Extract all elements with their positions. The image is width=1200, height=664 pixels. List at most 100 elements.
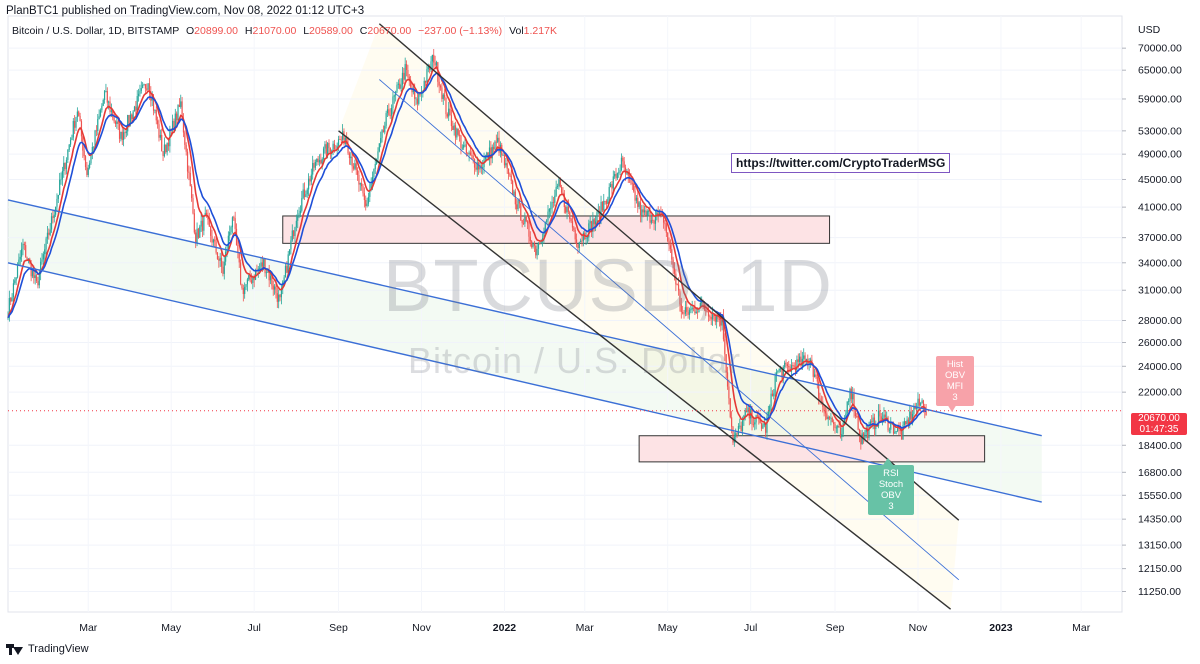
candle-body	[244, 286, 246, 294]
candle-body	[310, 174, 312, 182]
candle-body	[698, 308, 700, 313]
candle-body	[771, 393, 774, 397]
ma-slow-line	[7, 71, 927, 429]
candle-body	[35, 275, 38, 281]
candle-body	[105, 91, 107, 92]
candle-body	[37, 280, 39, 286]
candle-body	[52, 216, 54, 218]
candle-body	[339, 139, 341, 141]
candle-body	[886, 417, 888, 419]
candle-body	[157, 120, 159, 125]
candle-body	[720, 319, 722, 326]
candle-body	[131, 114, 133, 120]
candle-body	[453, 125, 455, 130]
twitter-link-annotation[interactable]: https://twitter.com/CryptoTraderMSG	[731, 153, 951, 173]
candle-body	[634, 191, 636, 201]
candle-body	[788, 366, 790, 368]
candle-body	[120, 131, 122, 139]
candle-body	[691, 307, 693, 310]
candle-body	[911, 413, 914, 420]
candle-body	[592, 219, 594, 232]
candle-body	[8, 298, 10, 318]
candle-body	[623, 161, 625, 168]
candle-body	[486, 152, 488, 158]
x-tick-label: Sep	[329, 622, 348, 634]
candle-body	[415, 98, 417, 100]
candle-body	[218, 259, 220, 261]
candle-body	[505, 163, 507, 166]
candle-body	[471, 154, 473, 156]
candle-body	[762, 425, 764, 429]
candle-body	[238, 252, 240, 263]
candle-body	[284, 266, 287, 278]
candle-body	[86, 167, 88, 175]
candle-body	[91, 146, 93, 155]
candle-body	[392, 96, 394, 108]
candle-body	[721, 315, 723, 326]
candle-body	[608, 187, 610, 199]
note-rsi-line: OBV	[880, 490, 902, 501]
candle-body	[48, 232, 50, 235]
candle-body	[226, 249, 228, 252]
candle-body	[299, 210, 302, 214]
candle-body	[615, 174, 617, 179]
candle-body	[408, 76, 410, 80]
note-hist-pointer	[947, 404, 957, 412]
candle-body	[828, 417, 831, 419]
candle-body	[42, 254, 44, 260]
candle-body	[550, 208, 552, 210]
note-rsi-stoch-obv[interactable]: RSI Stoch OBV 3	[868, 465, 914, 515]
change-value: −237.00 (−1.13%)	[418, 25, 503, 37]
candle-body	[645, 210, 647, 216]
candle-body	[842, 422, 844, 434]
candle-body	[494, 141, 496, 150]
candle-body	[272, 285, 274, 290]
x-tick-label: 2023	[989, 622, 1013, 634]
note-rsi-line: 3	[888, 501, 894, 512]
candle-body	[781, 368, 783, 378]
candle-body	[416, 98, 419, 104]
footer: TradingView	[6, 643, 89, 655]
candle-body	[354, 163, 356, 169]
candle-body	[306, 189, 308, 195]
y-tick-label: 15550.00	[1138, 490, 1182, 502]
candle-body	[690, 309, 692, 311]
candle-body	[839, 427, 842, 438]
candle-body	[362, 186, 364, 194]
candle-body	[488, 147, 491, 160]
candle-body	[875, 425, 877, 430]
candle-body	[343, 131, 345, 144]
candle-body	[766, 416, 768, 433]
candle-body	[484, 157, 487, 160]
candle-body	[7, 317, 9, 319]
candle-body	[663, 213, 665, 223]
candle-body	[857, 416, 859, 430]
candle-body	[850, 388, 852, 400]
candle-body	[370, 183, 372, 190]
candle-body	[203, 215, 205, 231]
candle-body	[502, 155, 504, 156]
candle-body	[635, 197, 638, 201]
candle-body	[683, 313, 685, 315]
candle-body	[317, 158, 319, 163]
candle-body	[208, 219, 210, 227]
candle-body	[664, 222, 666, 225]
candle-body	[646, 211, 648, 216]
candle-body	[261, 262, 263, 267]
candle-body	[57, 195, 59, 199]
candle-body	[112, 110, 114, 118]
note-hist-obv-mfi[interactable]: Hist OBV MFI 3	[936, 356, 974, 406]
candle-body	[782, 367, 784, 378]
candle-body	[405, 64, 408, 70]
candle-body	[373, 168, 375, 178]
candle-body	[396, 84, 398, 92]
note-hist-line: OBV	[944, 370, 966, 381]
footer-brand[interactable]: TradingView	[28, 643, 89, 655]
candle-body	[528, 223, 530, 237]
candle-body	[283, 277, 285, 282]
candle-body	[533, 243, 535, 246]
candle-body	[275, 286, 277, 294]
candle-body	[467, 153, 469, 155]
candle-body	[390, 107, 393, 116]
